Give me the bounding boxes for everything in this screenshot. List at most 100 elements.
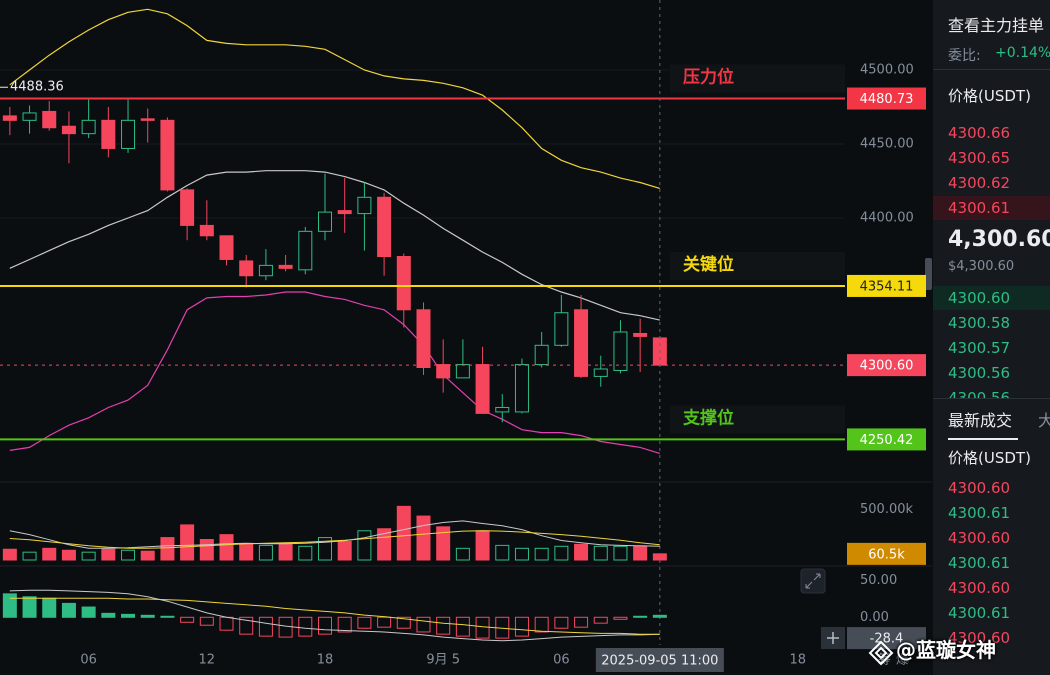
level-tag: 支撑位: [683, 407, 734, 428]
macd-bar: [239, 616, 254, 635]
volume-bar: [22, 551, 37, 561]
level-value-box: [847, 428, 926, 451]
volume-bar: [2, 548, 17, 561]
candle-body: [22, 112, 37, 121]
y-tick-label: 50.00: [860, 573, 897, 588]
candle-body: [574, 309, 589, 377]
x-tick-label: 18: [789, 653, 806, 668]
trades-tab[interactable]: 大: [1038, 411, 1050, 430]
volume-bar: [81, 551, 96, 561]
macd-bar: [140, 614, 155, 618]
volume-bar: [199, 539, 214, 561]
x-tick-label: 06: [80, 653, 97, 668]
volume-bar: [121, 549, 136, 561]
volume-bar: [633, 545, 648, 561]
macd-bar: [42, 597, 57, 618]
candle-body: [475, 364, 490, 414]
price-header: 价格(USDT): [948, 449, 1031, 467]
macd-bar: [377, 616, 392, 628]
volume-bar: [574, 543, 589, 561]
volume-bar: [180, 524, 195, 561]
trade-price: 4300.61: [948, 554, 1011, 572]
divider: [933, 398, 1050, 399]
volume-bar: [593, 545, 608, 561]
ask-price[interactable]: 4300.66: [948, 124, 1011, 142]
trade-price: 4300.60: [948, 579, 1011, 597]
volume-bar: [318, 537, 332, 561]
bid-price[interactable]: 4300.57: [948, 339, 1011, 357]
candle-body: [514, 364, 529, 413]
y-tick-label: 4400.00: [860, 211, 914, 226]
candle-body: [42, 110, 57, 129]
macd-bar: [61, 602, 76, 618]
volume-bar: [219, 534, 234, 561]
ask-price[interactable]: 4300.65: [948, 149, 1011, 167]
order-panel: 查看主力挂单 委比: +0.14% 价格(USDT) 4300.684300.6…: [933, 0, 1050, 675]
main-orders-button[interactable]: 查看主力挂单: [948, 16, 1045, 35]
volume-bar: [613, 545, 628, 561]
level-value-box: [847, 87, 926, 110]
macd-bar: [574, 616, 589, 628]
candle-body: [436, 364, 451, 379]
candle-body: [160, 119, 175, 191]
candle-body: [239, 260, 254, 277]
candle-body: [199, 224, 214, 237]
macd-bar: [2, 593, 17, 618]
macd-bar: [455, 616, 470, 637]
x-tick-label: 18: [317, 653, 334, 668]
ask-price[interactable]: 4300.68: [933, 115, 1050, 120]
trades-tab[interactable]: 最新成交: [948, 411, 1013, 430]
level-tag: 压力位: [683, 67, 734, 88]
candle-body: [180, 189, 195, 226]
expand-icon: [805, 573, 821, 589]
ask-price[interactable]: 4300.62: [948, 174, 1011, 192]
macd-bar: [534, 616, 549, 633]
candle-body: [121, 119, 136, 149]
trades: 4300.60 4300.61 4300.60 4300.61 4300.60 4300.…: [933, 476, 1050, 651]
level-value-box: [847, 274, 926, 297]
volume-bar: [160, 537, 175, 561]
volume-bar: [101, 548, 116, 561]
y-tick-label: 4550.00: [860, 0, 914, 4]
candle-body: [81, 119, 96, 135]
ratio-value: +0.14%: [995, 45, 1050, 61]
volume-bar: [258, 544, 273, 561]
y-tick-label: 4450.00: [860, 137, 914, 152]
candle-body: [357, 196, 372, 215]
bid-price[interactable]: 4300.58: [948, 314, 1011, 332]
macd-bar: [337, 616, 352, 633]
scroll-handle[interactable]: [925, 258, 932, 290]
ma-line: [9, 8, 660, 189]
level-tag: 关键位: [683, 254, 734, 275]
macd-bar: [396, 616, 411, 629]
macd-bar: [219, 616, 234, 631]
tab-underline: [948, 438, 1018, 440]
level-value: 4354.11: [860, 279, 914, 294]
bid-price[interactable]: 4300.56: [948, 389, 1011, 398]
side-tab[interactable]: 爆: [896, 653, 909, 668]
ask-price[interactable]: 4300.61: [933, 196, 1050, 220]
candle-body: [278, 264, 293, 269]
volume-bar: [140, 550, 155, 561]
last-price-usd: $4,300.60: [948, 259, 1015, 274]
macd-bar: [514, 616, 529, 637]
candle-body: [298, 230, 313, 271]
macd-bar: [298, 616, 313, 637]
macd-bar: [416, 616, 431, 633]
volume-bar: [514, 547, 529, 561]
current-value-box: [847, 542, 926, 565]
volume-bar: [554, 545, 569, 561]
volume-bar: [475, 530, 490, 561]
bid-price[interactable]: 4300.60: [933, 286, 1050, 310]
volume-bar: [416, 515, 431, 561]
trade-price: 4300.60: [948, 479, 1011, 497]
current-value: 60.5k: [868, 547, 905, 562]
macd-bar: [593, 616, 608, 624]
macd-bar: [180, 616, 195, 623]
current-value-box: [847, 627, 926, 650]
bid-price[interactable]: 4300.56: [948, 364, 1011, 382]
expand-button[interactable]: [800, 568, 826, 594]
volume-bar: [436, 526, 451, 561]
volume-bar: [396, 505, 411, 561]
candle-body: [593, 368, 608, 377]
